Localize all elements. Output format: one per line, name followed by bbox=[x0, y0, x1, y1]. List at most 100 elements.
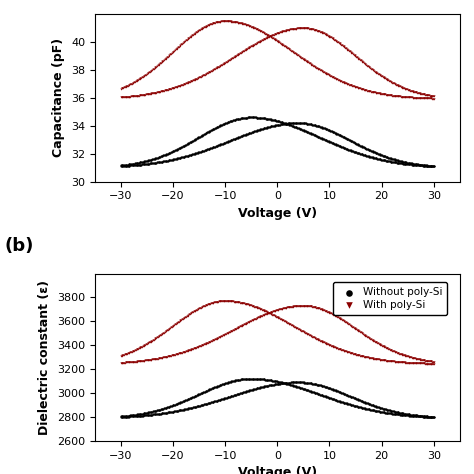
Point bbox=[381, 74, 388, 82]
Point bbox=[335, 39, 343, 46]
Point bbox=[316, 123, 324, 130]
Point bbox=[150, 356, 157, 363]
Point bbox=[207, 20, 214, 28]
Point bbox=[411, 160, 419, 168]
Point bbox=[241, 388, 248, 396]
Without poly-Si bbox=[271, 377, 278, 385]
Point bbox=[419, 356, 427, 364]
With poly-Si bbox=[177, 316, 185, 324]
Point bbox=[370, 66, 377, 74]
Point bbox=[326, 384, 333, 392]
Point bbox=[405, 159, 412, 167]
Point bbox=[386, 91, 393, 99]
Point bbox=[127, 358, 134, 366]
With poly-Si bbox=[207, 300, 215, 307]
Point bbox=[334, 387, 341, 395]
Without poly-Si bbox=[299, 385, 307, 392]
Point bbox=[290, 302, 297, 310]
Point bbox=[293, 119, 301, 127]
Point bbox=[298, 119, 306, 127]
Point bbox=[134, 92, 142, 100]
Point bbox=[288, 119, 296, 127]
Point bbox=[201, 71, 209, 78]
Point bbox=[384, 406, 392, 414]
Point bbox=[419, 91, 427, 98]
Point bbox=[271, 36, 278, 43]
Point bbox=[408, 87, 416, 95]
With poly-Si bbox=[410, 359, 417, 367]
Point bbox=[210, 66, 217, 73]
Point bbox=[256, 126, 264, 133]
Point bbox=[245, 22, 253, 29]
Point bbox=[384, 77, 392, 84]
Point bbox=[262, 30, 270, 38]
Point bbox=[164, 54, 171, 61]
Point bbox=[320, 124, 328, 132]
Point bbox=[220, 139, 228, 147]
Point bbox=[256, 383, 264, 391]
Point bbox=[129, 162, 137, 169]
Point bbox=[180, 39, 187, 46]
With poly-Si bbox=[376, 356, 383, 364]
Point bbox=[137, 74, 144, 82]
Point bbox=[154, 62, 162, 69]
Point bbox=[135, 92, 143, 100]
Point bbox=[175, 350, 182, 357]
With poly-Si bbox=[162, 328, 169, 335]
Point bbox=[177, 154, 185, 161]
Point bbox=[428, 162, 435, 170]
Point bbox=[141, 91, 148, 99]
Point bbox=[232, 18, 240, 26]
Point bbox=[212, 397, 219, 405]
Point bbox=[393, 349, 401, 356]
Point bbox=[396, 82, 404, 90]
With poly-Si bbox=[374, 356, 382, 363]
With poly-Si bbox=[164, 326, 172, 334]
Point bbox=[308, 130, 315, 137]
Point bbox=[365, 400, 373, 408]
Point bbox=[156, 410, 164, 418]
Point bbox=[410, 160, 417, 167]
Without poly-Si bbox=[356, 403, 364, 411]
Point bbox=[329, 311, 337, 319]
Point bbox=[157, 410, 164, 417]
Without poly-Si bbox=[254, 375, 261, 383]
Point bbox=[156, 153, 164, 161]
Point bbox=[118, 84, 126, 92]
Point bbox=[365, 334, 373, 342]
Without poly-Si bbox=[309, 388, 317, 396]
Point bbox=[389, 408, 397, 415]
Point bbox=[406, 354, 414, 361]
Point bbox=[251, 128, 259, 135]
With poly-Si bbox=[315, 336, 322, 344]
Point bbox=[261, 124, 268, 132]
Point bbox=[347, 147, 355, 155]
Point bbox=[336, 40, 344, 47]
With poly-Si bbox=[257, 306, 265, 313]
Point bbox=[393, 159, 401, 166]
Point bbox=[408, 161, 416, 168]
Point bbox=[317, 305, 325, 313]
With poly-Si bbox=[239, 300, 247, 307]
With poly-Si bbox=[390, 358, 398, 365]
Without poly-Si bbox=[202, 387, 210, 395]
Point bbox=[337, 132, 344, 139]
Point bbox=[207, 68, 214, 75]
Point bbox=[310, 380, 318, 388]
Point bbox=[394, 92, 401, 100]
Point bbox=[241, 320, 248, 328]
Point bbox=[270, 116, 278, 124]
Point bbox=[424, 162, 432, 170]
With poly-Si bbox=[347, 349, 355, 357]
Without poly-Si bbox=[238, 375, 246, 383]
Point bbox=[173, 407, 180, 415]
Point bbox=[318, 135, 325, 142]
With poly-Si bbox=[412, 359, 419, 367]
Point bbox=[410, 354, 417, 362]
Point bbox=[354, 84, 362, 91]
Point bbox=[179, 81, 187, 89]
Point bbox=[430, 95, 438, 102]
Point bbox=[225, 118, 232, 126]
Point bbox=[390, 158, 398, 166]
Point bbox=[117, 359, 125, 366]
